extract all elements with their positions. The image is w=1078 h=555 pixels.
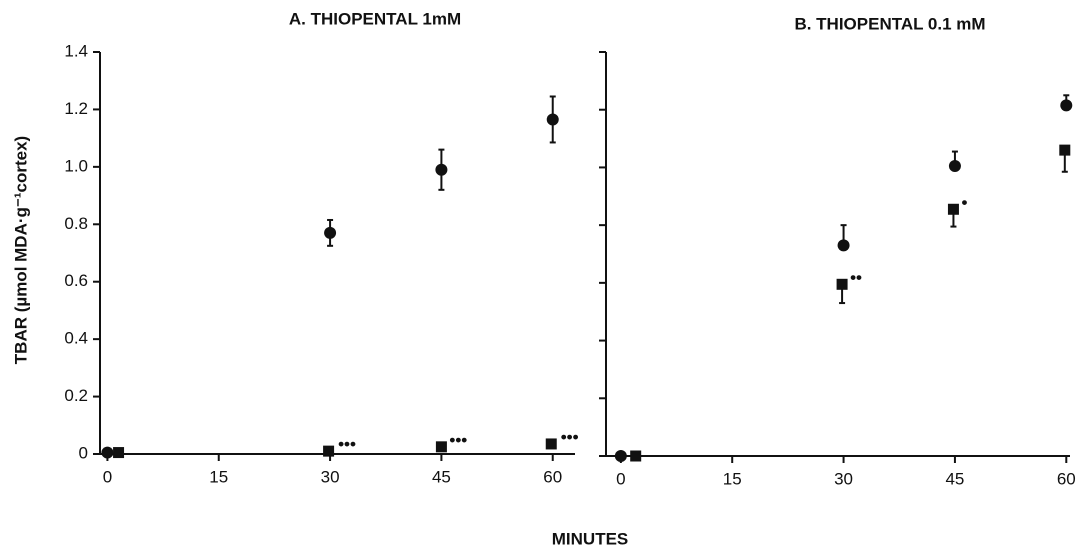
panel-title: B. THIOPENTAL 0.1 mM — [794, 14, 985, 33]
circle-point — [101, 446, 114, 459]
x-tick-label: 60 — [1057, 469, 1076, 488]
x-tick-label: 45 — [432, 467, 451, 486]
y-tick-label: 0 — [79, 443, 88, 462]
square-point — [323, 445, 335, 457]
significance-mark: ••• — [338, 435, 356, 454]
x-tick-label: 45 — [945, 469, 964, 488]
significance-mark: •• — [850, 268, 862, 287]
x-tick-label: 60 — [543, 467, 562, 486]
y-tick-label: 0.6 — [64, 271, 88, 290]
x-axis-label: MINUTES — [552, 529, 629, 548]
circle-point — [1060, 99, 1073, 112]
x-tick-label: 0 — [616, 469, 625, 488]
significance-mark: • — [961, 193, 967, 212]
y-axis-label: TBAR (µmol MDA·g⁻¹cortex) — [11, 136, 30, 364]
circle-point — [614, 450, 627, 462]
square-point — [545, 438, 557, 450]
x-tick-label: 30 — [321, 467, 340, 486]
y-tick-label: 0.8 — [64, 214, 88, 233]
x-tick-label: 15 — [209, 467, 228, 486]
circle-point — [837, 239, 850, 252]
circle-point — [435, 163, 448, 176]
y-tick-label: 1.2 — [64, 99, 88, 118]
significance-mark: ••• — [561, 427, 579, 446]
square-point — [836, 278, 848, 290]
y-tick-label: 0.2 — [64, 386, 88, 405]
circle-point — [324, 226, 337, 239]
square-point — [630, 450, 642, 462]
square-point — [947, 203, 959, 215]
y-tick-label: 0.4 — [64, 329, 88, 348]
square-point — [113, 447, 125, 459]
y-tick-label: 1.0 — [64, 156, 88, 175]
x-tick-label: 15 — [723, 469, 742, 488]
panel-title: A. THIOPENTAL 1mM — [289, 9, 461, 28]
square-point — [1059, 144, 1071, 156]
square-point — [435, 441, 447, 453]
significance-mark: ••• — [449, 430, 467, 449]
y-tick-label: 1.4 — [64, 41, 88, 60]
circle-point — [948, 159, 961, 172]
x-tick-label: 30 — [834, 469, 853, 488]
x-tick-label: 0 — [103, 467, 112, 486]
circle-point — [546, 113, 559, 126]
